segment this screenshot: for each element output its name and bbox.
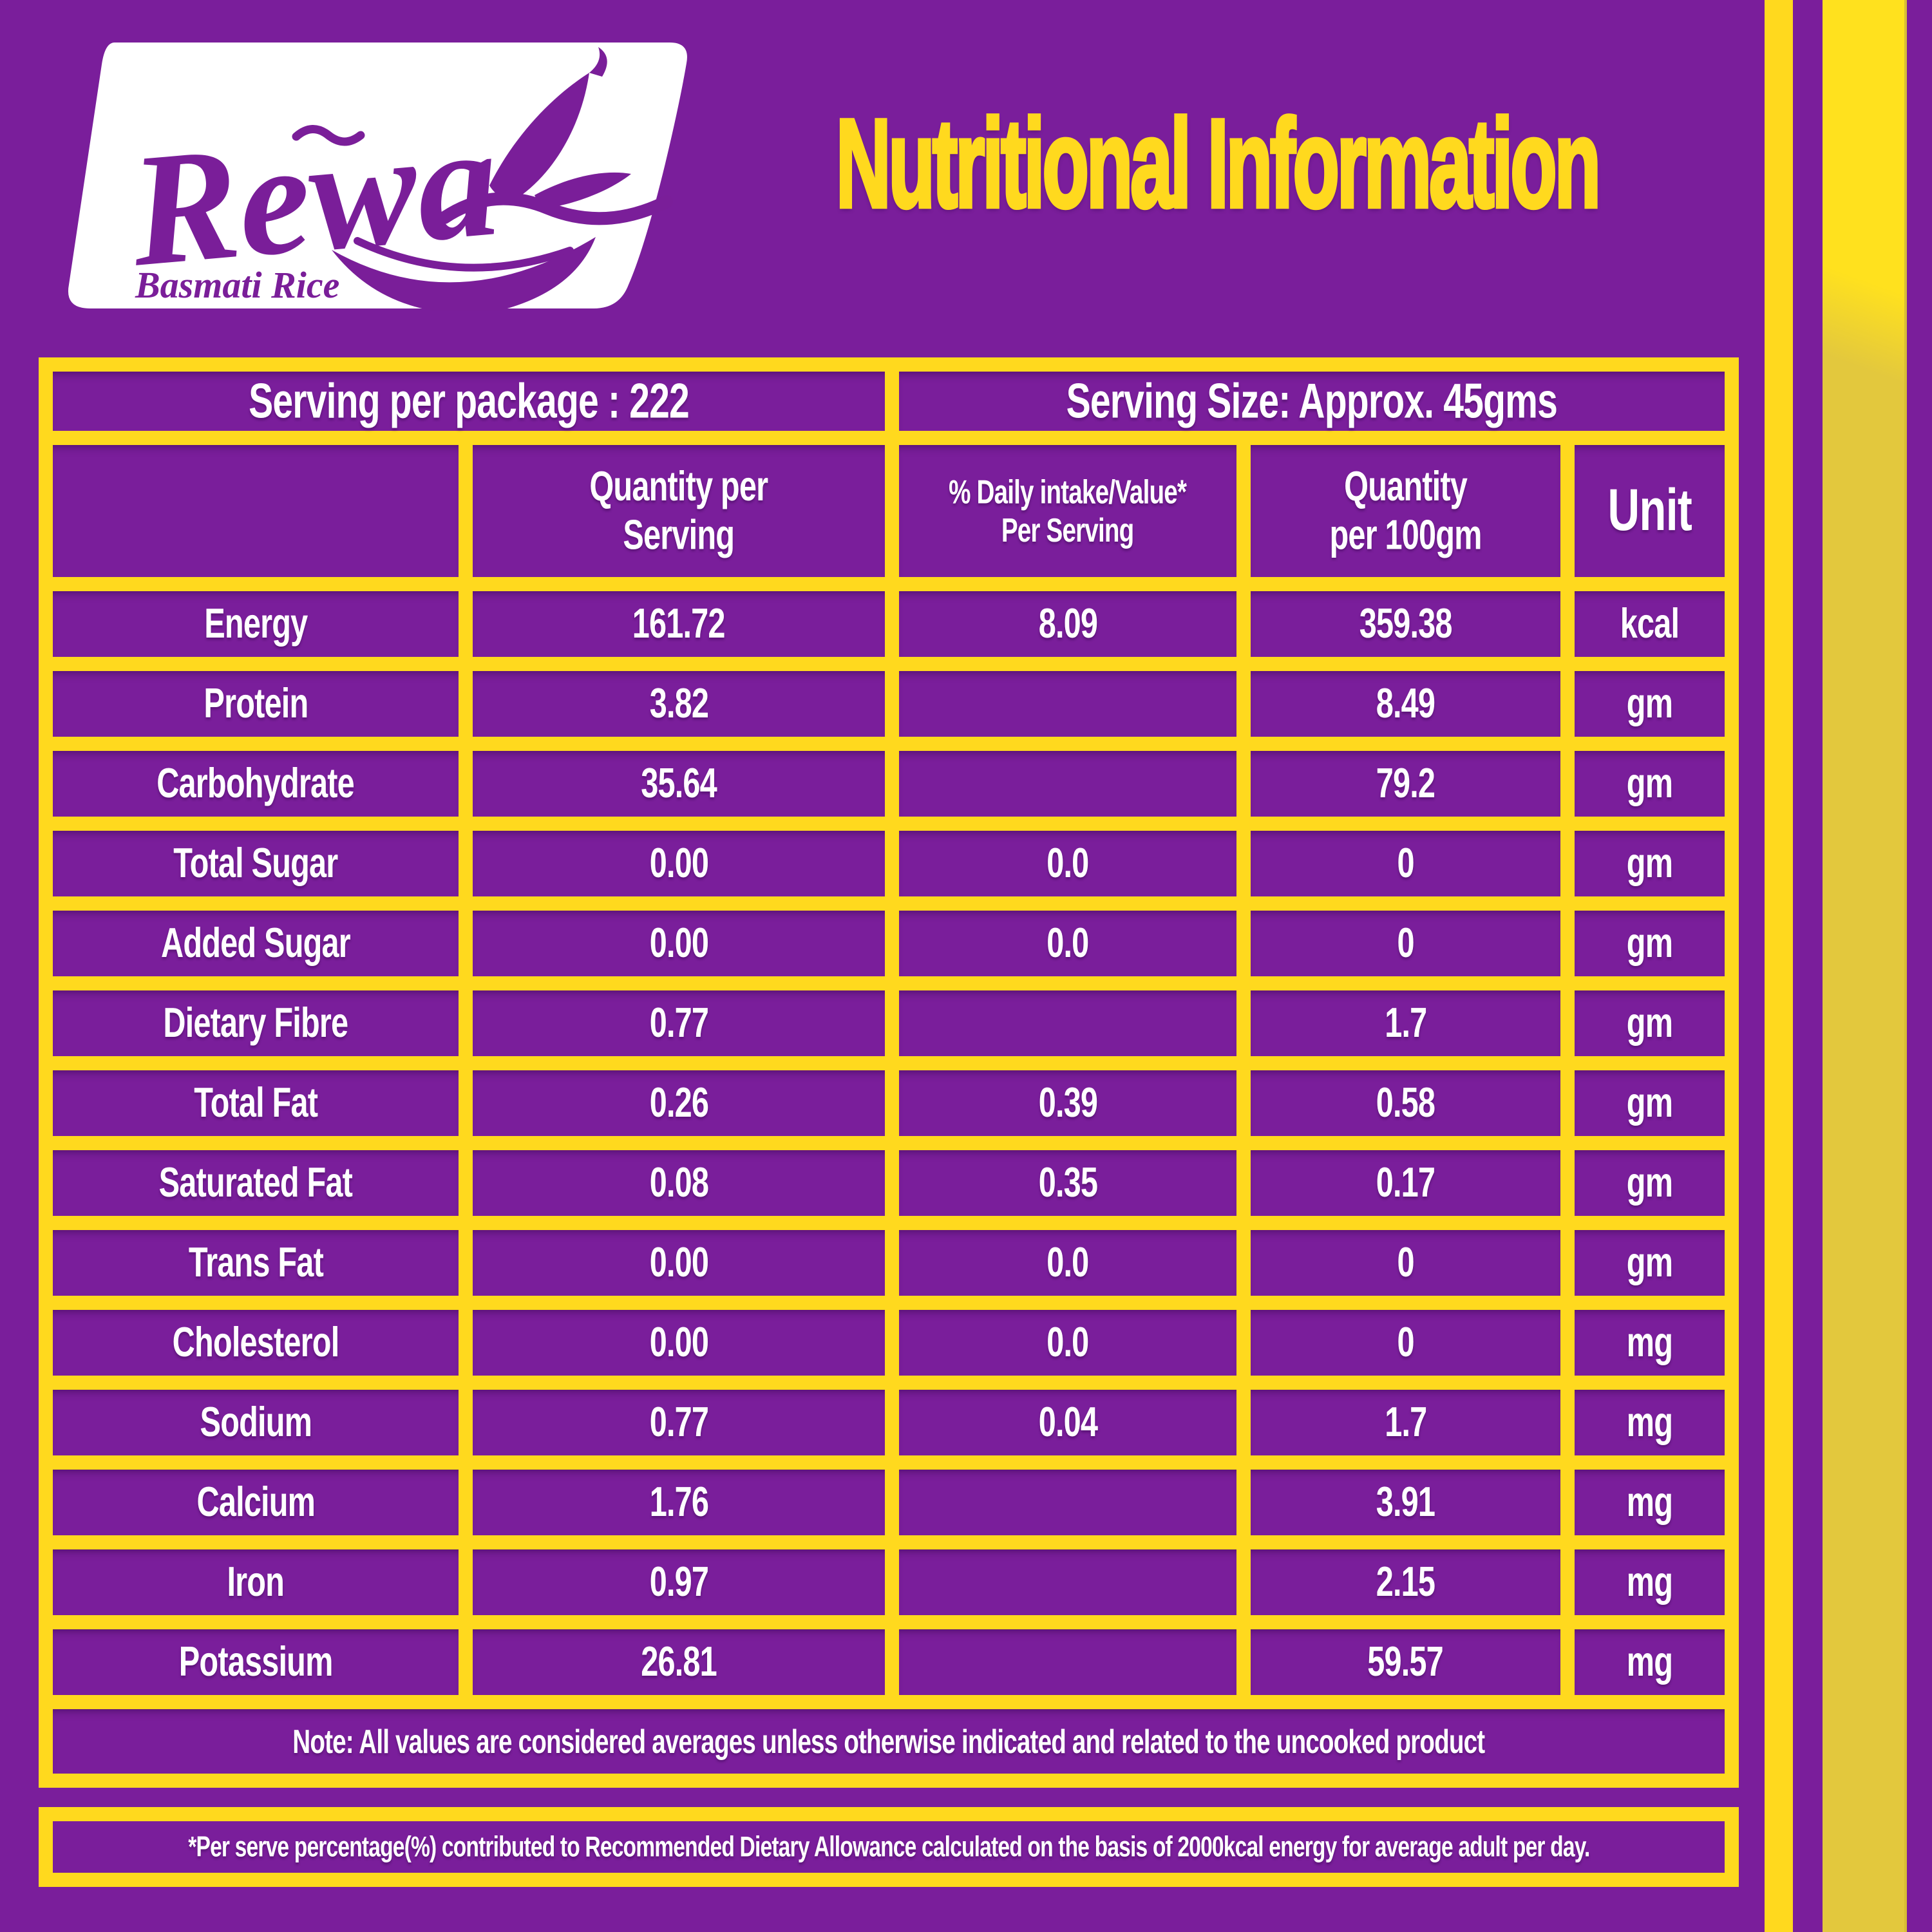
cell-quantity-per-100gm: 1.7	[1251, 1390, 1560, 1455]
serving-per-package-cell: Serving per package : 222	[53, 372, 885, 431]
cell-daily-intake: 0.35	[899, 1150, 1236, 1216]
cell-quantity-per-serving: 0.00	[473, 911, 885, 976]
brand-smile-icon	[332, 237, 596, 310]
cell-quantity-per-100gm: 1.7	[1251, 990, 1560, 1056]
cell-quantity-per-serving: 161.72	[473, 591, 885, 657]
footnote-text: *Per serve percentage(%) contributed to …	[187, 1831, 1590, 1863]
cell-unit: gm	[1575, 751, 1725, 817]
cell-quantity-per-100gm: 0.58	[1251, 1070, 1560, 1136]
cell-daily-intake: 0.0	[899, 911, 1236, 976]
cell-unit: gm	[1575, 1150, 1725, 1216]
cell-daily-intake: 0.0	[899, 831, 1236, 896]
page-title: Nutritional Information	[696, 64, 1739, 264]
cell-nutrient-name: Calcium	[53, 1470, 459, 1535]
footnote-box: *Per serve percentage(%) contributed to …	[39, 1807, 1739, 1887]
note-text: Note: All values are considered averages…	[292, 1722, 1485, 1760]
cell-quantity-per-100gm: 0	[1251, 911, 1560, 976]
cell-nutrient-name: Protein	[53, 671, 459, 737]
column-header-blank	[53, 445, 459, 577]
logo-tilde-icon	[292, 125, 365, 146]
cell-daily-intake: 0.39	[899, 1070, 1236, 1136]
serving-per-package-label: Serving per package : 222	[249, 374, 690, 429]
cell-daily-intake	[899, 671, 1236, 737]
cell-daily-intake: 8.09	[899, 591, 1236, 657]
cell-quantity-per-100gm: 79.2	[1251, 751, 1560, 817]
cell-nutrient-name: Added Sugar	[53, 911, 459, 976]
cell-daily-intake	[899, 751, 1236, 817]
cell-unit: gm	[1575, 911, 1725, 976]
cell-nutrient-name: Cholesterol	[53, 1310, 459, 1376]
page-title-text: Nutritional Information	[835, 91, 1602, 236]
cell-unit: gm	[1575, 990, 1725, 1056]
cell-quantity-per-serving: 0.08	[473, 1150, 885, 1216]
serving-size-cell: Serving Size: Approx. 45gms	[899, 372, 1725, 431]
cell-unit: mg	[1575, 1390, 1725, 1455]
column-header-unit: Unit	[1575, 445, 1725, 577]
cell-unit: gm	[1575, 1230, 1725, 1296]
cell-daily-intake: 0.04	[899, 1390, 1236, 1455]
cell-quantity-per-100gm: 0	[1251, 1310, 1560, 1376]
cell-quantity-per-serving: 0.77	[473, 1390, 885, 1455]
cell-quantity-per-serving: 0.00	[473, 831, 885, 896]
cell-nutrient-name: Total Fat	[53, 1070, 459, 1136]
serving-size-label: Serving Size: Approx. 45gms	[1066, 374, 1558, 429]
cell-daily-intake	[899, 1629, 1236, 1695]
brand-swoosh-icon	[438, 47, 673, 225]
column-header-quantity-per-100gm: Quantity per 100gm	[1251, 445, 1560, 577]
cell-daily-intake: 0.0	[899, 1230, 1236, 1296]
cell-daily-intake: 0.0	[899, 1310, 1236, 1376]
cell-quantity-per-serving: 0.00	[473, 1310, 885, 1376]
cell-unit: mg	[1575, 1310, 1725, 1376]
column-header-daily-intake: % Daily intake/Value* Per Serving	[899, 445, 1236, 577]
package-stripe-wide	[1823, 0, 1907, 1932]
logo-panel-shape	[68, 43, 687, 308]
cell-quantity-per-serving: 35.64	[473, 751, 885, 817]
brand-logo: Rewa Basmati Rice	[68, 43, 687, 310]
cell-daily-intake	[899, 1470, 1236, 1535]
cell-daily-intake	[899, 990, 1236, 1056]
brand-tagline: Basmati Rice	[135, 264, 339, 306]
cell-unit: gm	[1575, 671, 1725, 737]
package-stripe-thin	[1765, 0, 1793, 1932]
cell-nutrient-name: Total Sugar	[53, 831, 459, 896]
nutrition-table: Serving per package : 222 Serving Size: …	[39, 357, 1739, 1788]
cell-nutrient-name: Trans Fat	[53, 1230, 459, 1296]
cell-quantity-per-100gm: 0.17	[1251, 1150, 1560, 1216]
column-header-quantity-per-serving: Quantity per Serving	[473, 445, 885, 577]
cell-unit: mg	[1575, 1629, 1725, 1695]
cell-daily-intake	[899, 1549, 1236, 1615]
note-cell: Note: All values are considered averages…	[53, 1709, 1725, 1774]
cell-unit: gm	[1575, 1070, 1725, 1136]
cell-nutrient-name: Carbohydrate	[53, 751, 459, 817]
cell-quantity-per-serving: 0.97	[473, 1549, 885, 1615]
cell-quantity-per-serving: 0.77	[473, 990, 885, 1056]
cell-nutrient-name: Dietary Fibre	[53, 990, 459, 1056]
cell-unit: kcal	[1575, 591, 1725, 657]
cell-quantity-per-100gm: 59.57	[1251, 1629, 1560, 1695]
cell-quantity-per-serving: 3.82	[473, 671, 885, 737]
cell-nutrient-name: Potassium	[53, 1629, 459, 1695]
cell-nutrient-name: Saturated Fat	[53, 1150, 459, 1216]
cell-quantity-per-100gm: 0	[1251, 1230, 1560, 1296]
cell-quantity-per-serving: 0.00	[473, 1230, 885, 1296]
cell-quantity-per-100gm: 8.49	[1251, 671, 1560, 737]
cell-unit: mg	[1575, 1470, 1725, 1535]
cell-nutrient-name: Iron	[53, 1549, 459, 1615]
cell-quantity-per-100gm: 359.38	[1251, 591, 1560, 657]
cell-quantity-per-serving: 0.26	[473, 1070, 885, 1136]
cell-nutrient-name: Energy	[53, 591, 459, 657]
cell-quantity-per-100gm: 3.91	[1251, 1470, 1560, 1535]
cell-quantity-per-100gm: 2.15	[1251, 1549, 1560, 1615]
cell-nutrient-name: Sodium	[53, 1390, 459, 1455]
cell-quantity-per-100gm: 0	[1251, 831, 1560, 896]
cell-quantity-per-serving: 1.76	[473, 1470, 885, 1535]
cell-quantity-per-serving: 26.81	[473, 1629, 885, 1695]
cell-unit: mg	[1575, 1549, 1725, 1615]
cell-unit: gm	[1575, 831, 1725, 896]
